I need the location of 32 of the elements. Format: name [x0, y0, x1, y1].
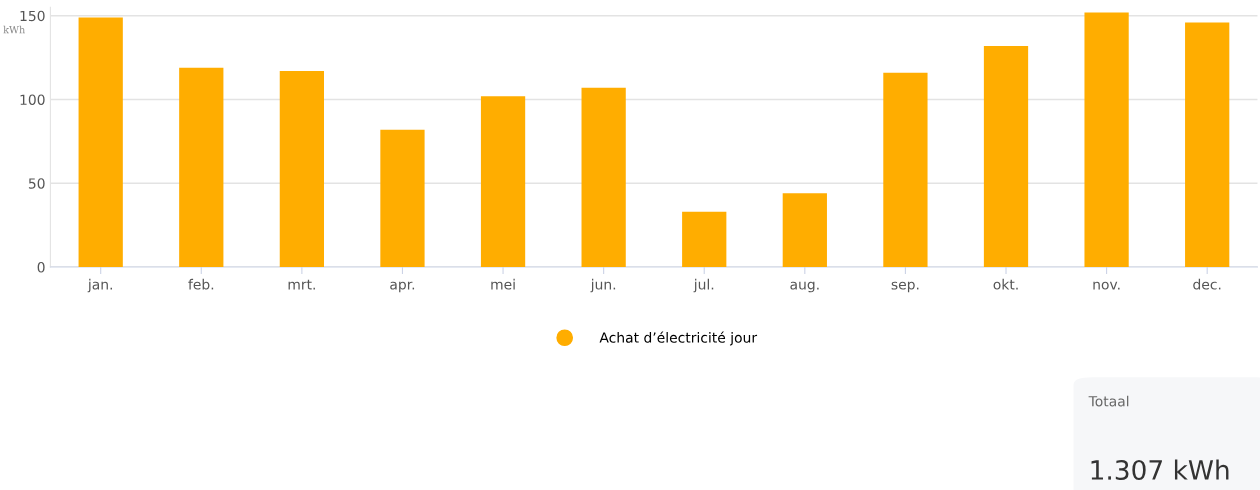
x-tick-label: nov.: [1093, 281, 1120, 290]
y-tick-label: 50: [28, 178, 45, 189]
x-tick-label: okt.: [993, 278, 1018, 290]
x-tick-label: aug.: [790, 281, 819, 293]
x-tick-label: mrt.: [288, 279, 315, 290]
x-tick-label: jan.: [87, 278, 112, 293]
bar: [682, 211, 727, 268]
bar: [179, 67, 224, 268]
bar: [480, 96, 526, 268]
x-tick-label: feb.: [188, 278, 214, 290]
bar: [782, 193, 827, 268]
bar: [1185, 22, 1230, 268]
bar: [581, 87, 626, 268]
text: Totaal: [1088, 395, 1129, 407]
bar: [983, 45, 1029, 268]
bar: [78, 17, 123, 268]
bar: [883, 72, 928, 268]
y-tick-label: 100: [20, 94, 45, 105]
bar: [1084, 12, 1129, 268]
x-tick-label: jul.: [693, 278, 714, 293]
bar: [380, 129, 425, 268]
x-tick-label: sep.: [891, 281, 919, 293]
x-tick-label: jun.: [590, 278, 616, 293]
x-tick-label: mei: [491, 278, 515, 290]
legend-label: Achat d’électricité jour: [599, 331, 758, 346]
text: 1.307 kWh: [1091, 459, 1229, 480]
y-axis-title: kWh: [3, 25, 25, 34]
y-tick-label: 150: [20, 10, 45, 22]
x-tick-label: apr.: [390, 281, 415, 293]
y-tick-label: 0: [37, 262, 45, 273]
x-tick-label: dec.: [1193, 278, 1221, 290]
bar: [279, 71, 324, 268]
